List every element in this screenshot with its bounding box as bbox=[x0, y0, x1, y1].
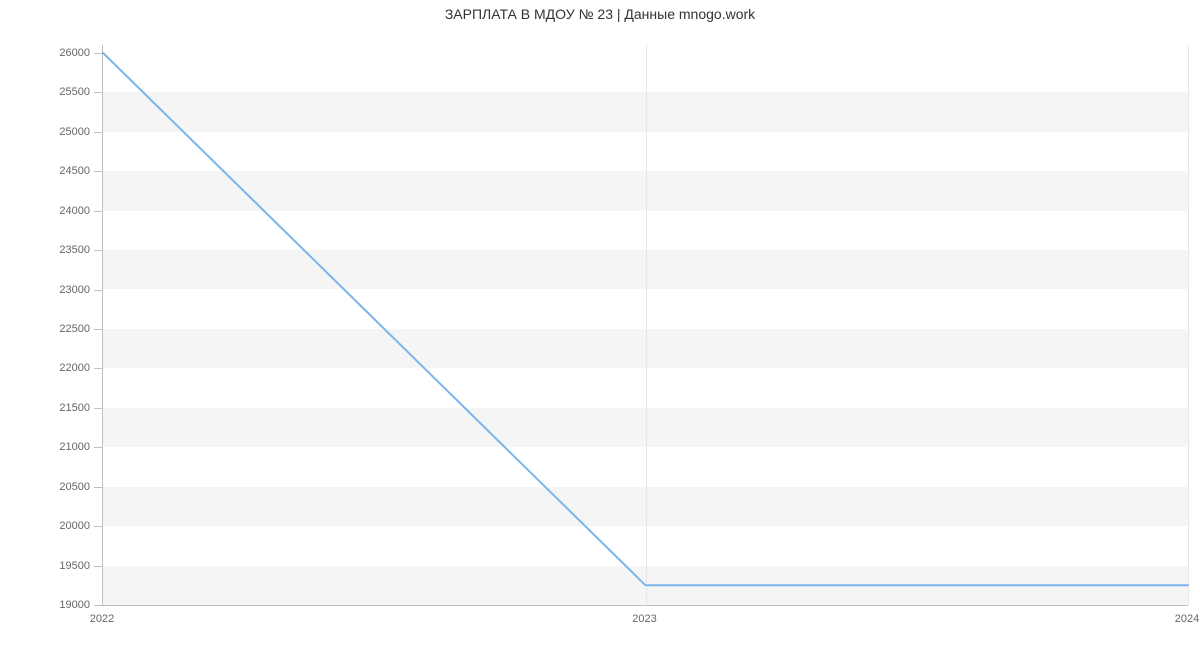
series-line bbox=[103, 45, 1188, 605]
y-axis-label: 20500 bbox=[0, 481, 90, 493]
y-tick bbox=[94, 447, 102, 448]
y-axis-label: 22500 bbox=[0, 323, 90, 335]
x-axis-label: 2024 bbox=[1175, 613, 1199, 625]
y-tick bbox=[94, 250, 102, 251]
y-tick bbox=[94, 605, 102, 606]
y-axis-label: 24000 bbox=[0, 205, 90, 217]
y-tick bbox=[94, 53, 102, 54]
y-axis-label: 22000 bbox=[0, 362, 90, 374]
x-gridline bbox=[1188, 45, 1189, 605]
y-axis-label: 21000 bbox=[0, 441, 90, 453]
y-tick bbox=[94, 526, 102, 527]
y-axis-label: 24500 bbox=[0, 165, 90, 177]
salary-chart: ЗАРПЛАТА В МДОУ № 23 | Данные mnogo.work… bbox=[0, 0, 1200, 650]
y-axis-label: 20000 bbox=[0, 520, 90, 532]
y-axis-label: 25500 bbox=[0, 86, 90, 98]
y-axis-label: 26000 bbox=[0, 47, 90, 59]
y-tick bbox=[94, 211, 102, 212]
y-tick bbox=[94, 329, 102, 330]
chart-title: ЗАРПЛАТА В МДОУ № 23 | Данные mnogo.work bbox=[0, 6, 1200, 22]
y-axis-label: 19500 bbox=[0, 560, 90, 572]
y-tick bbox=[94, 368, 102, 369]
y-tick bbox=[94, 290, 102, 291]
y-axis-label: 19000 bbox=[0, 599, 90, 611]
y-tick bbox=[94, 132, 102, 133]
series-path-salary bbox=[103, 53, 1188, 585]
x-axis-label: 2023 bbox=[632, 613, 656, 625]
x-axis-label: 2022 bbox=[90, 613, 114, 625]
y-axis-label: 23000 bbox=[0, 284, 90, 296]
plot-area bbox=[102, 45, 1188, 606]
y-tick bbox=[94, 171, 102, 172]
y-axis-label: 21500 bbox=[0, 402, 90, 414]
y-tick bbox=[94, 92, 102, 93]
y-tick bbox=[94, 487, 102, 488]
y-axis-label: 23500 bbox=[0, 244, 90, 256]
y-tick bbox=[94, 408, 102, 409]
y-tick bbox=[94, 566, 102, 567]
y-axis-label: 25000 bbox=[0, 126, 90, 138]
